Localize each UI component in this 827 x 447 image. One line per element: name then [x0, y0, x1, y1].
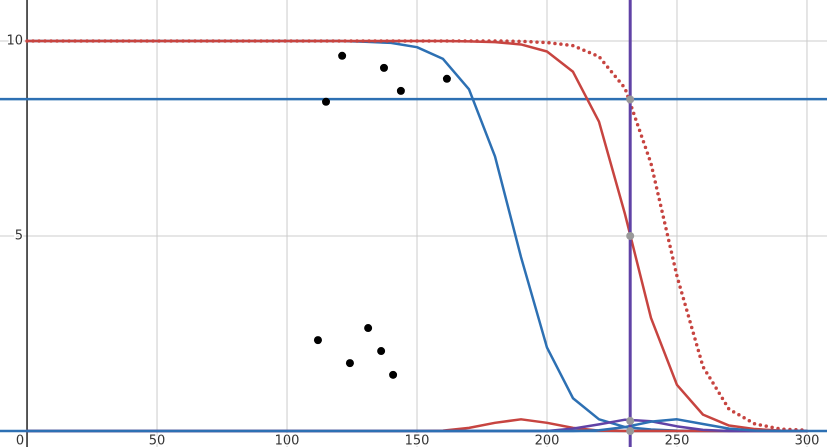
scatter-point — [442, 74, 451, 83]
scatter-point — [322, 97, 331, 106]
y-tick-label: 10 — [6, 33, 23, 48]
highlight-point — [626, 231, 635, 240]
scatter-point — [377, 347, 386, 356]
x-tick-label: 300 — [795, 434, 820, 447]
highlight-point — [626, 416, 635, 425]
x-tick-label: 200 — [535, 434, 560, 447]
y-tick-label: 5 — [15, 228, 23, 243]
scatter-point — [364, 324, 373, 333]
scatter-point — [379, 63, 388, 72]
highlight-point — [626, 427, 635, 436]
x-tick-label: 150 — [405, 434, 430, 447]
x-tick-label: 0 — [16, 434, 24, 447]
scatter-point — [396, 86, 405, 95]
highlight-point — [626, 95, 635, 104]
line-series — [25, 418, 809, 433]
scatter-point — [338, 51, 347, 60]
x-tick-label: 250 — [665, 434, 690, 447]
x-tick-label: 100 — [275, 434, 300, 447]
scatter-point — [389, 370, 398, 379]
scatter-point — [313, 336, 322, 345]
scatter-point — [345, 359, 354, 368]
x-tick-label: 50 — [149, 434, 166, 447]
line-series — [25, 39, 809, 432]
